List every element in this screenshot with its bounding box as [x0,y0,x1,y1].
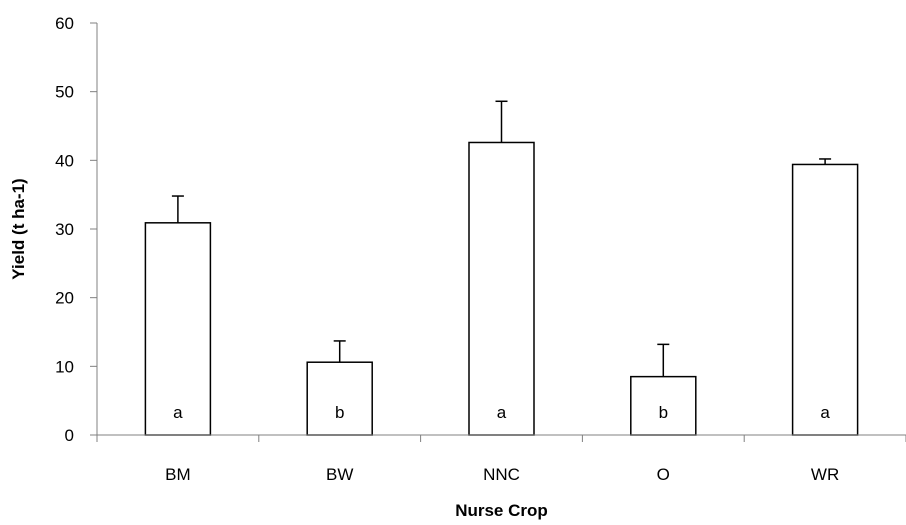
x-axis-title: Nurse Crop [455,501,548,520]
significance-label: a [497,403,507,422]
significance-label: b [659,403,668,422]
significance-label: a [173,403,183,422]
x-tick-label: BM [165,465,191,484]
x-tick-label: WR [811,465,839,484]
bar [791,163,859,436]
x-tick-label: NNC [483,465,520,484]
y-tick-label: 0 [65,426,74,445]
y-tick-label: 50 [55,83,74,102]
y-axis-title: Yield (t ha-1) [9,178,28,279]
y-tick-label: 20 [55,289,74,308]
y-tick-label: 60 [55,14,74,33]
y-axis-ticks: 0 10 20 30 40 50 60 [55,14,97,445]
bar [630,375,697,436]
x-tick-label: BW [326,465,353,484]
x-tick-label: O [657,465,670,484]
y-tick-label: 30 [55,220,74,239]
y-tick-label: 10 [55,357,74,376]
y-tick-label: 40 [55,151,74,170]
significance-label: a [820,403,830,422]
bar [468,141,535,436]
bar [306,361,373,436]
x-axis-ticks: BM BW NNC O WR [96,435,906,484]
significance-label: b [335,403,344,422]
error-bars [171,100,832,377]
